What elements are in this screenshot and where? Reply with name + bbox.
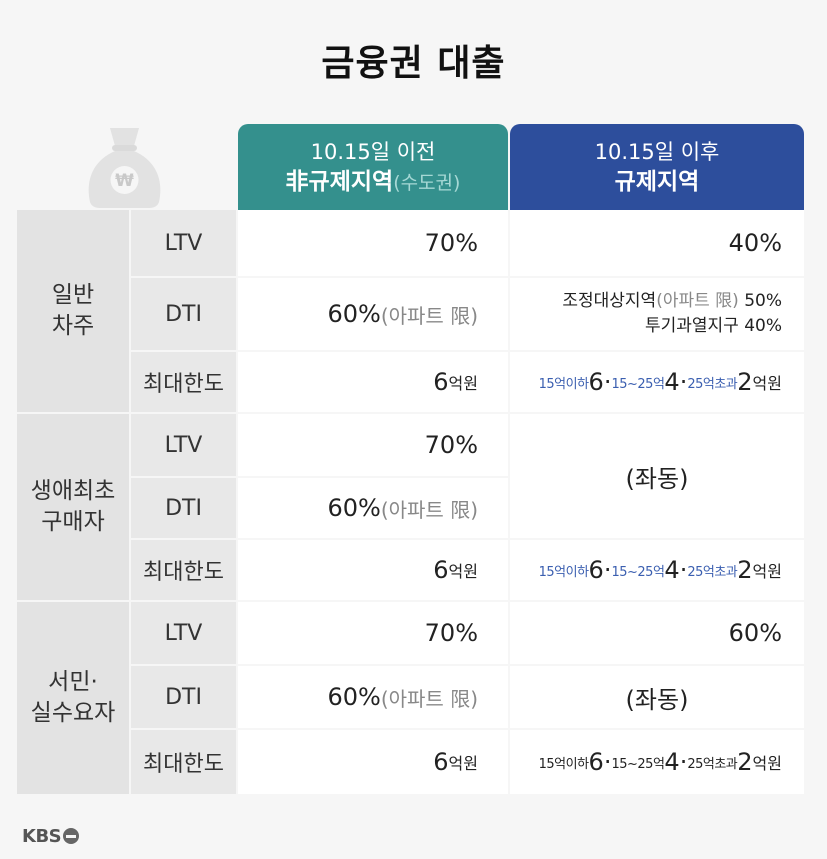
row-label-ltv: LTV — [131, 602, 236, 664]
header-before-region: 非규제지역 — [285, 169, 394, 195]
value-before: 60% (아파트 限) — [238, 278, 508, 350]
value-before: 70% — [238, 210, 508, 276]
value-after: 15억이하 6 · 15~25억 4 · 25억초과 2 억원 — [510, 352, 804, 412]
value-after-same-as-left: (좌동) — [510, 414, 804, 538]
group-low-income-buyer: 서민· 실수요자 — [17, 602, 129, 794]
value-after: 60% — [510, 602, 804, 664]
header-after-date: 10.15일 이후 — [594, 140, 720, 164]
group-general-borrower: 일반 차주 — [17, 210, 129, 412]
row-label-dti: DTI — [131, 666, 236, 728]
header-after-region: 규제지역 — [614, 169, 700, 195]
header-before-date: 10.15일 이전 — [310, 140, 436, 164]
row-label-dti: DTI — [131, 278, 236, 350]
value-before: 70% — [238, 414, 508, 476]
loan-table: 일반 차주 LTV 70% 40% DTI 60% (아파트 限) 조정대상지역(아… — [17, 210, 804, 794]
value-after: 15억이하 6 · 15~25억 4 · 25억초과 2 억원 — [510, 730, 804, 794]
value-before: 60% (아파트 限) — [238, 478, 508, 538]
row-label-max-limit: 최대한도 — [131, 352, 236, 412]
value-before: 6 억원 — [238, 540, 508, 600]
value-before: 70% — [238, 602, 508, 664]
value-before: 6 억원 — [238, 352, 508, 412]
group-first-time-buyer: 생애최초 구매자 — [17, 414, 129, 600]
header-before-region-sub: (수도권) — [393, 172, 461, 194]
kbs-logo-icon — [63, 828, 80, 844]
row-label-max-limit: 최대한도 — [131, 540, 236, 600]
page-title: 금융권 대출 — [321, 43, 506, 84]
row-label-max-limit: 최대한도 — [131, 730, 236, 794]
value-before: 6 억원 — [238, 730, 508, 794]
header-after-1015: 10.15일 이후 규제지역 — [510, 124, 804, 210]
row-label-dti: DTI — [131, 478, 236, 538]
value-after: 조정대상지역(아파트 限) 50% 투기과열지구 40% — [510, 278, 804, 350]
row-label-ltv: LTV — [131, 414, 236, 476]
header-before-1015: 10.15일 이전 非규제지역(수도권) — [238, 124, 508, 210]
kbs-logo: KBS — [22, 826, 80, 847]
row-label-ltv: LTV — [131, 210, 236, 276]
won-symbol: ₩ — [115, 171, 134, 191]
value-after: 40% — [510, 210, 804, 276]
money-bag-won-icon: ₩ — [88, 128, 161, 208]
value-after-same-as-left: (좌동) — [510, 666, 804, 728]
value-before: 60% (아파트 限) — [238, 666, 508, 728]
value-after: 15억이하 6 · 15~25억 4 · 25억초과 2 억원 — [510, 540, 804, 600]
